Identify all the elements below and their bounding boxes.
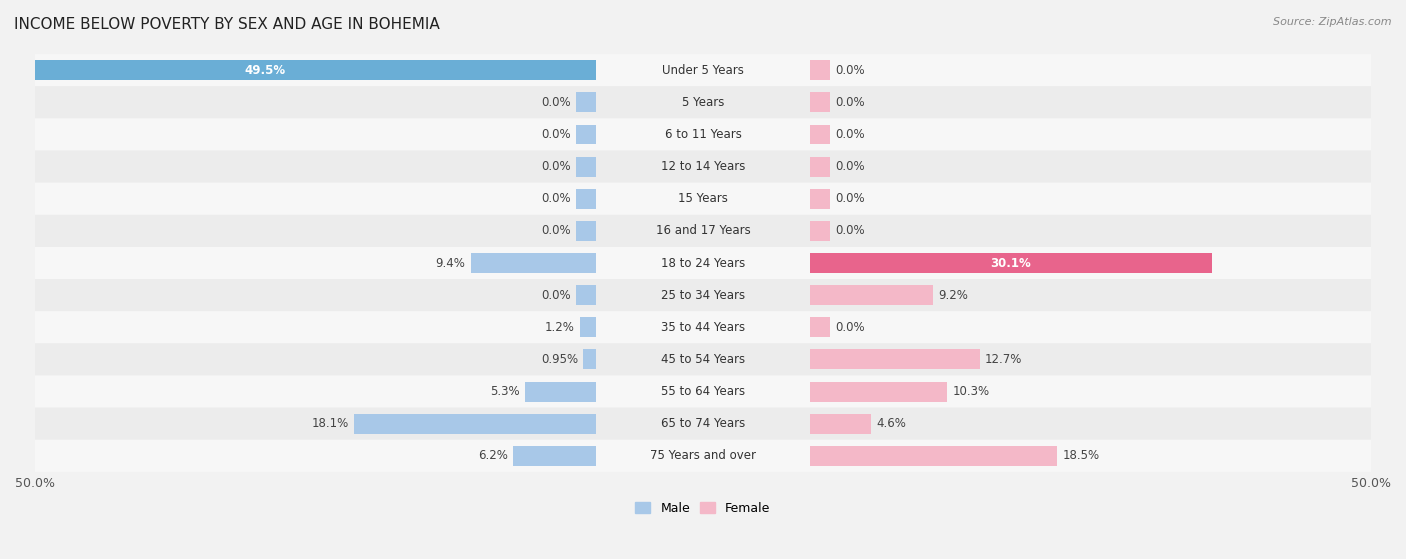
FancyBboxPatch shape	[35, 343, 1371, 376]
Bar	[576, 285, 596, 305]
Bar	[581, 318, 596, 337]
Bar	[596, 446, 703, 466]
Bar	[596, 60, 703, 80]
Text: 12.7%: 12.7%	[984, 353, 1022, 366]
Text: 0.0%: 0.0%	[835, 128, 865, 141]
Bar	[596, 92, 703, 112]
Text: 25 to 34 Years: 25 to 34 Years	[661, 288, 745, 302]
Bar	[596, 382, 703, 401]
Bar	[576, 92, 596, 112]
Bar	[576, 157, 596, 177]
Text: 10.3%: 10.3%	[953, 385, 990, 398]
Bar	[810, 414, 872, 434]
Text: 18 to 24 Years: 18 to 24 Years	[661, 257, 745, 269]
Text: 0.0%: 0.0%	[835, 224, 865, 238]
Bar	[596, 221, 703, 241]
Bar	[471, 253, 596, 273]
FancyBboxPatch shape	[35, 150, 1371, 183]
Text: 6 to 11 Years: 6 to 11 Years	[665, 128, 741, 141]
Text: 1.2%: 1.2%	[546, 321, 575, 334]
FancyBboxPatch shape	[35, 311, 1371, 343]
Bar	[810, 221, 830, 241]
Text: 4.6%: 4.6%	[877, 417, 907, 430]
Bar	[596, 349, 703, 369]
Bar	[810, 285, 932, 305]
Bar	[810, 92, 830, 112]
Bar	[810, 318, 830, 337]
Text: 16 and 17 Years: 16 and 17 Years	[655, 224, 751, 238]
Text: 18.5%: 18.5%	[1063, 449, 1099, 462]
Text: INCOME BELOW POVERTY BY SEX AND AGE IN BOHEMIA: INCOME BELOW POVERTY BY SEX AND AGE IN B…	[14, 17, 440, 32]
Legend: Male, Female: Male, Female	[630, 497, 776, 520]
Text: 75 Years and over: 75 Years and over	[650, 449, 756, 462]
Text: 0.0%: 0.0%	[835, 64, 865, 77]
Bar	[576, 125, 596, 144]
Bar	[596, 253, 703, 273]
Bar	[810, 446, 1057, 466]
Text: 0.0%: 0.0%	[541, 224, 571, 238]
Text: 0.0%: 0.0%	[541, 288, 571, 302]
Text: 45 to 54 Years: 45 to 54 Years	[661, 353, 745, 366]
Bar	[596, 414, 703, 434]
Text: 5 Years: 5 Years	[682, 96, 724, 109]
Bar	[810, 157, 830, 177]
Text: 35 to 44 Years: 35 to 44 Years	[661, 321, 745, 334]
Text: 55 to 64 Years: 55 to 64 Years	[661, 385, 745, 398]
Text: Source: ZipAtlas.com: Source: ZipAtlas.com	[1274, 17, 1392, 27]
Bar	[513, 446, 596, 466]
Text: 0.0%: 0.0%	[541, 160, 571, 173]
Text: 0.0%: 0.0%	[835, 192, 865, 205]
Text: 0.0%: 0.0%	[835, 160, 865, 173]
Text: 18.1%: 18.1%	[312, 417, 349, 430]
Bar	[596, 189, 703, 209]
Text: 12 to 14 Years: 12 to 14 Years	[661, 160, 745, 173]
Bar	[354, 414, 596, 434]
Text: 9.4%: 9.4%	[436, 257, 465, 269]
Text: 30.1%: 30.1%	[991, 257, 1032, 269]
Text: 9.2%: 9.2%	[938, 288, 967, 302]
FancyBboxPatch shape	[35, 376, 1371, 408]
Text: 49.5%: 49.5%	[245, 64, 285, 77]
Bar	[810, 253, 1212, 273]
Bar	[596, 285, 703, 305]
Bar	[596, 318, 703, 337]
Bar	[810, 382, 948, 401]
Bar	[526, 382, 596, 401]
FancyBboxPatch shape	[35, 408, 1371, 440]
Bar	[0, 60, 596, 80]
FancyBboxPatch shape	[35, 86, 1371, 119]
FancyBboxPatch shape	[35, 54, 1371, 86]
FancyBboxPatch shape	[35, 215, 1371, 247]
Bar	[810, 349, 980, 369]
Text: 5.3%: 5.3%	[491, 385, 520, 398]
FancyBboxPatch shape	[35, 440, 1371, 472]
Bar	[810, 125, 830, 144]
Text: Under 5 Years: Under 5 Years	[662, 64, 744, 77]
FancyBboxPatch shape	[35, 279, 1371, 311]
Bar	[576, 189, 596, 209]
Text: 6.2%: 6.2%	[478, 449, 508, 462]
Bar	[810, 60, 830, 80]
Bar	[576, 221, 596, 241]
FancyBboxPatch shape	[35, 247, 1371, 279]
Bar	[583, 349, 596, 369]
Text: 0.0%: 0.0%	[541, 96, 571, 109]
Text: 0.95%: 0.95%	[541, 353, 578, 366]
Text: 0.0%: 0.0%	[541, 192, 571, 205]
Bar	[596, 125, 703, 144]
Text: 0.0%: 0.0%	[835, 321, 865, 334]
Bar	[810, 189, 830, 209]
Text: 15 Years: 15 Years	[678, 192, 728, 205]
FancyBboxPatch shape	[35, 183, 1371, 215]
FancyBboxPatch shape	[35, 119, 1371, 150]
Text: 65 to 74 Years: 65 to 74 Years	[661, 417, 745, 430]
Text: 0.0%: 0.0%	[835, 96, 865, 109]
Text: 0.0%: 0.0%	[541, 128, 571, 141]
Bar	[596, 157, 703, 177]
